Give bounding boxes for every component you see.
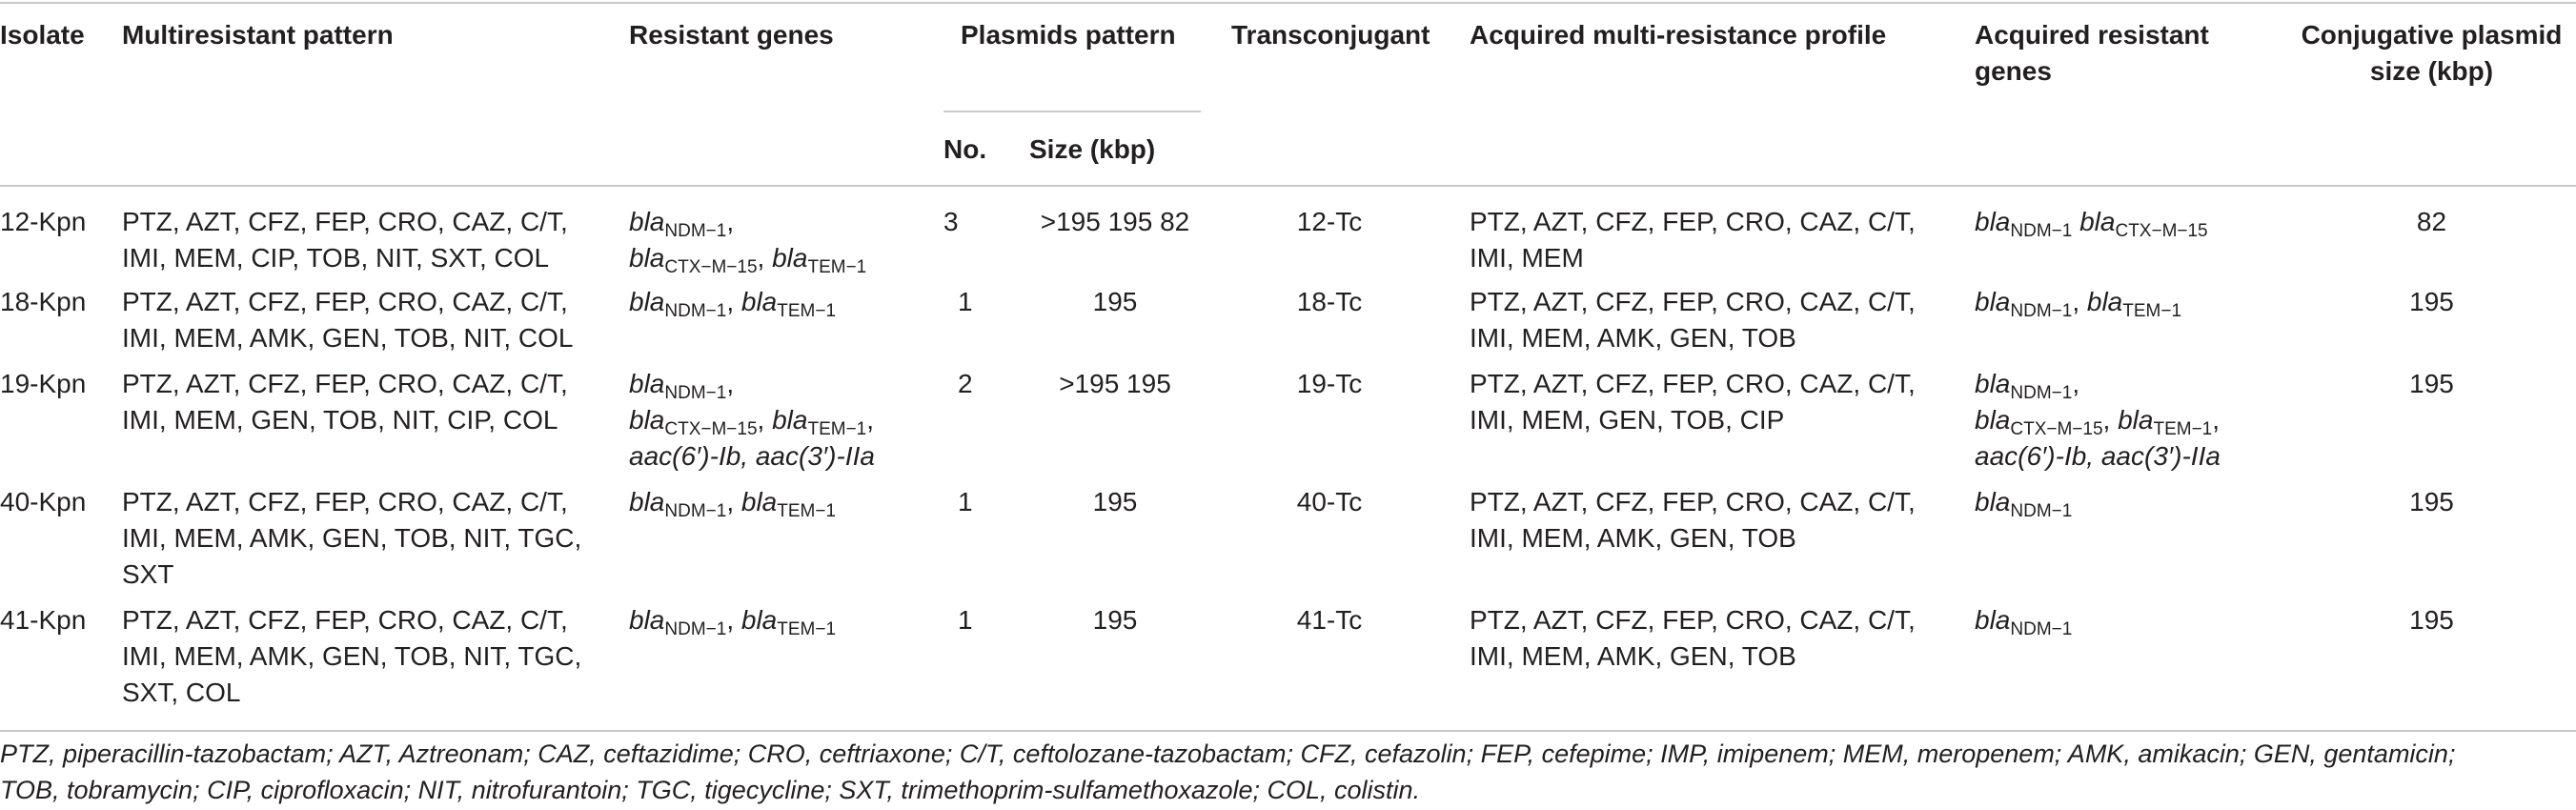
header-plasmids-pattern: Plasmids pattern bbox=[961, 20, 1176, 50]
row3-pattern-line1: PTZ, AZT, CFZ, FEP, CRO, CAZ, C/T, bbox=[122, 369, 568, 398]
row4-conjugative-size: 195 bbox=[2409, 487, 2454, 516]
row3-profile-line2: IMI, MEM, GEN, TOB, CIP bbox=[1470, 405, 1785, 435]
header-acquired-genes-line2: genes bbox=[1975, 56, 2052, 86]
row4-isolate: 40-Kpn bbox=[0, 487, 87, 516]
header-transconjugant: Transconjugant bbox=[1231, 20, 1430, 50]
row3-conjugative-size: 195 bbox=[2409, 369, 2454, 398]
plasmids-pattern-rule bbox=[943, 111, 1201, 112]
row3-transconjugant: 19-Tc bbox=[1296, 369, 1363, 398]
row1-no: 3 bbox=[943, 207, 959, 236]
row5-profile-line2: IMI, MEM, AMK, GEN, TOB bbox=[1470, 641, 1796, 671]
header-bottom-rule bbox=[0, 185, 2576, 187]
row1-profile-line1: PTZ, AZT, CFZ, FEP, CRO, CAZ, C/T, bbox=[1470, 207, 1916, 236]
row5-pattern-line2: IMI, MEM, AMK, GEN, TOB, NIT, TGC, bbox=[122, 641, 582, 671]
row4-acquired-genes: blaNDM−1 bbox=[1975, 487, 2073, 521]
row1-isolate: 12-Kpn bbox=[0, 207, 87, 236]
row5-transconjugant: 41-Tc bbox=[1296, 605, 1363, 635]
footnote-line2: TOB, tobramycin; CIP, ciprofloxacin; NIT… bbox=[0, 776, 1421, 804]
header-acquired-genes-line1: Acquired resistant bbox=[1975, 20, 2209, 50]
row3-pattern: PTZ, AZT, CFZ, FEP, CRO, CAZ, C/T, IMI, … bbox=[122, 366, 568, 438]
row2-profile-line2: IMI, MEM, AMK, GEN, TOB bbox=[1470, 323, 1796, 353]
row4-profile: PTZ, AZT, CFZ, FEP, CRO, CAZ, C/T, IMI, … bbox=[1470, 484, 1916, 557]
row4-profile-line2: IMI, MEM, AMK, GEN, TOB bbox=[1470, 523, 1796, 553]
header-isolate: Isolate bbox=[0, 20, 85, 50]
row1-transconjugant: 12-Tc bbox=[1296, 207, 1363, 236]
row1-conjugative-size: 82 bbox=[2416, 207, 2447, 236]
header-conjugative-size: Conjugative plasmid size (kbp) bbox=[2287, 17, 2576, 90]
row4-pattern-line2: IMI, MEM, AMK, GEN, TOB, NIT, TGC, bbox=[122, 523, 582, 553]
row1-pattern-line2: IMI, MEM, CIP, TOB, NIT, SXT, COL bbox=[122, 243, 550, 273]
header-resistant-genes: Resistant genes bbox=[629, 20, 834, 50]
row5-profile: PTZ, AZT, CFZ, FEP, CRO, CAZ, C/T, IMI, … bbox=[1470, 602, 1916, 675]
row5-no: 1 bbox=[958, 605, 973, 635]
row2-no: 1 bbox=[958, 287, 973, 316]
row5-profile-line1: PTZ, AZT, CFZ, FEP, CRO, CAZ, C/T, bbox=[1470, 605, 1916, 635]
row3-profile-line1: PTZ, AZT, CFZ, FEP, CRO, CAZ, C/T, bbox=[1470, 369, 1916, 398]
header-conjugative-size-line1: Conjugative plasmid bbox=[2301, 20, 2563, 50]
row5-size: 195 bbox=[1092, 605, 1138, 635]
row3-no: 2 bbox=[958, 369, 973, 398]
row1-profile: PTZ, AZT, CFZ, FEP, CRO, CAZ, C/T, IMI, … bbox=[1470, 204, 1916, 276]
row1-genes: blaNDM−1, blaCTX−M−15, blaTEM−1 bbox=[629, 207, 867, 277]
row5-pattern: PTZ, AZT, CFZ, FEP, CRO, CAZ, C/T, IMI, … bbox=[122, 602, 581, 711]
header-acquired-profile: Acquired multi-resistance profile bbox=[1470, 20, 1887, 50]
row2-conjugative-size: 195 bbox=[2409, 287, 2454, 316]
header-multiresistant-pattern: Multiresistant pattern bbox=[122, 20, 394, 50]
row1-acquired-genes: blaNDM−1 blaCTX−M−15 bbox=[1975, 207, 2208, 241]
row2-acquired-genes: blaNDM−1, blaTEM−1 bbox=[1975, 287, 2182, 321]
header-conjugative-size-line2: size (kbp) bbox=[2369, 56, 2494, 86]
row2-transconjugant: 18-Tc bbox=[1296, 287, 1363, 316]
row4-size: 195 bbox=[1092, 487, 1138, 516]
row2-genes: blaNDM−1, blaTEM−1 bbox=[629, 287, 837, 321]
row5-pattern-line1: PTZ, AZT, CFZ, FEP, CRO, CAZ, C/T, bbox=[122, 605, 568, 635]
row2-pattern: PTZ, AZT, CFZ, FEP, CRO, CAZ, C/T, IMI, … bbox=[122, 284, 573, 356]
row4-pattern-line1: PTZ, AZT, CFZ, FEP, CRO, CAZ, C/T, bbox=[122, 487, 568, 516]
row1-pattern-line1: PTZ, AZT, CFZ, FEP, CRO, CAZ, C/T, bbox=[122, 207, 568, 236]
header-no: No. bbox=[943, 134, 987, 164]
table-bottom-rule bbox=[0, 730, 2576, 732]
table-footnote: PTZ, piperacillin-tazobactam; AZT, Aztre… bbox=[0, 736, 2573, 808]
row4-pattern-line3: SXT bbox=[122, 559, 174, 589]
header-acquired-genes: Acquired resistant genes bbox=[1975, 17, 2209, 90]
row4-transconjugant: 40-Tc bbox=[1296, 487, 1363, 516]
table-top-rule bbox=[0, 2, 2576, 4]
row4-profile-line1: PTZ, AZT, CFZ, FEP, CRO, CAZ, C/T, bbox=[1470, 487, 1916, 516]
row2-size: 195 bbox=[1092, 287, 1138, 316]
row1-pattern: PTZ, AZT, CFZ, FEP, CRO, CAZ, C/T, IMI, … bbox=[122, 204, 568, 276]
row5-conjugative-size: 195 bbox=[2409, 605, 2454, 635]
row4-pattern: PTZ, AZT, CFZ, FEP, CRO, CAZ, C/T, IMI, … bbox=[122, 484, 581, 593]
row1-profile-line2: IMI, MEM bbox=[1470, 243, 1584, 273]
row2-pattern-line1: PTZ, AZT, CFZ, FEP, CRO, CAZ, C/T, bbox=[122, 287, 568, 316]
footnote-line1: PTZ, piperacillin-tazobactam; AZT, Aztre… bbox=[0, 739, 2456, 768]
row2-pattern-line2: IMI, MEM, AMK, GEN, TOB, NIT, COL bbox=[122, 323, 574, 353]
row5-pattern-line3: SXT, COL bbox=[122, 678, 241, 707]
row2-profile-line1: PTZ, AZT, CFZ, FEP, CRO, CAZ, C/T, bbox=[1470, 287, 1916, 316]
row3-genes: blaNDM−1, blaCTX−M−15, blaTEM−1, aac(6′)… bbox=[629, 369, 875, 471]
row2-isolate: 18-Kpn bbox=[0, 287, 87, 316]
row4-genes: blaNDM−1, blaTEM−1 bbox=[629, 487, 837, 521]
row5-isolate: 41-Kpn bbox=[0, 605, 87, 635]
header-size: Size (kbp) bbox=[1029, 134, 1156, 164]
row3-isolate: 19-Kpn bbox=[0, 369, 87, 398]
row5-acquired-genes: blaNDM−1 bbox=[1975, 605, 2073, 639]
row4-no: 1 bbox=[958, 487, 973, 516]
row3-acquired-genes: blaNDM−1, blaCTX−M−15, blaTEM−1, aac(6′)… bbox=[1975, 369, 2221, 471]
row5-genes: blaNDM−1, blaTEM−1 bbox=[629, 605, 837, 639]
row1-size: >195 195 82 bbox=[1040, 207, 1190, 236]
row3-size: >195 195 bbox=[1059, 369, 1171, 398]
row3-profile: PTZ, AZT, CFZ, FEP, CRO, CAZ, C/T, IMI, … bbox=[1470, 366, 1916, 438]
row3-pattern-line2: IMI, MEM, GEN, TOB, NIT, CIP, COL bbox=[122, 405, 558, 435]
row2-profile: PTZ, AZT, CFZ, FEP, CRO, CAZ, C/T, IMI, … bbox=[1470, 284, 1916, 356]
